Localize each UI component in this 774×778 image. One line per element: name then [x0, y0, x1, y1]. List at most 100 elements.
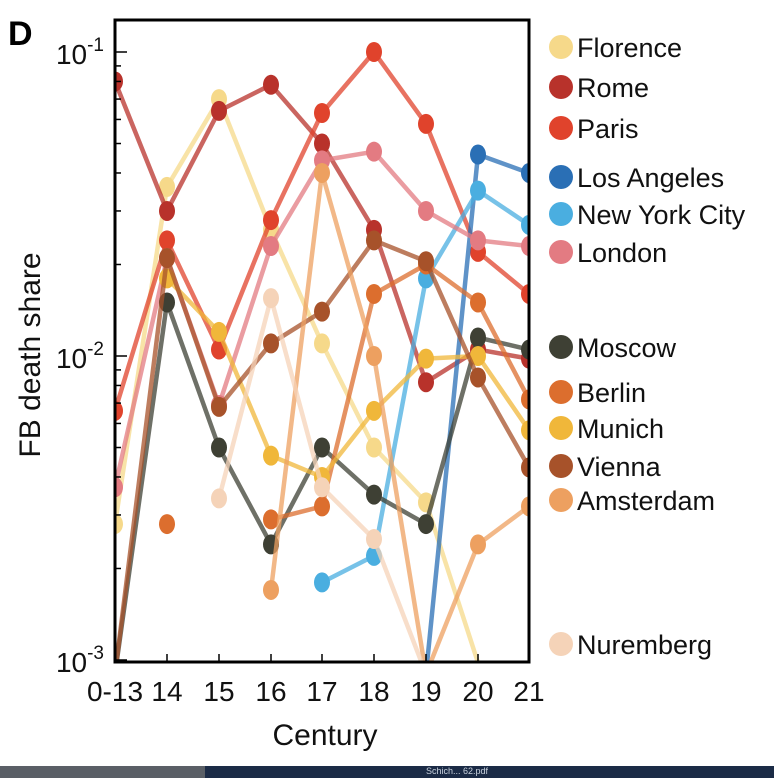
data-point	[366, 400, 382, 421]
data-point	[521, 420, 529, 441]
taskbar: Schich... 62.pdf	[0, 766, 774, 778]
legend-marker	[549, 240, 573, 264]
legend-item: Los Angeles	[549, 163, 724, 193]
data-point	[521, 236, 529, 257]
legend-item: Nuremberg	[549, 630, 712, 660]
x-tick-label: 18	[358, 676, 389, 707]
data-point	[263, 579, 279, 600]
data-point	[366, 230, 382, 251]
data-point	[470, 534, 486, 555]
data-point	[159, 514, 175, 535]
data-point	[314, 333, 330, 354]
legend: Florence Rome Paris Los Angeles New York Cit…	[549, 33, 746, 660]
data-point	[418, 251, 434, 272]
data-point	[418, 348, 434, 369]
x-tick-label: 15	[203, 676, 234, 707]
series-moscow	[115, 292, 529, 662]
y-axis-label: FB death share	[14, 252, 47, 457]
data-point	[115, 477, 123, 498]
legend-marker	[549, 202, 573, 226]
legend-item: New York City	[549, 200, 746, 230]
series-line	[115, 96, 481, 662]
data-point	[314, 133, 330, 154]
data-point	[263, 333, 279, 354]
legend-label: Munich	[577, 414, 664, 444]
data-point	[263, 509, 279, 530]
data-point	[521, 389, 529, 410]
data-point	[418, 514, 434, 535]
data-point	[521, 283, 529, 304]
legend-item: Munich	[549, 414, 664, 444]
series-new-york-city	[314, 180, 529, 593]
data-point	[211, 437, 227, 458]
series-los-angeles	[424, 144, 529, 662]
data-point	[470, 230, 486, 251]
data-point	[366, 141, 382, 162]
data-point	[418, 372, 434, 393]
data-point	[314, 103, 330, 124]
data-point	[159, 176, 175, 197]
series-line	[268, 170, 529, 662]
data-point	[521, 457, 529, 478]
data-point	[366, 283, 382, 304]
data-point	[115, 514, 123, 535]
y-tick-label: 10-3	[56, 643, 104, 678]
data-point	[470, 367, 486, 388]
data-point	[159, 230, 175, 251]
y-axis: 10-1 10-2 10-3	[56, 35, 127, 678]
legend-label: London	[577, 238, 667, 268]
taskbar-left-panel	[0, 766, 205, 778]
legend-item: Paris	[549, 114, 639, 144]
legend-marker	[549, 416, 573, 440]
data-point	[263, 210, 279, 231]
data-point	[211, 488, 227, 509]
legend-label: Vienna	[577, 452, 662, 482]
panel-label: D	[8, 15, 33, 53]
data-point	[521, 214, 529, 235]
data-point	[521, 162, 529, 183]
x-tick-label: 16	[255, 676, 286, 707]
legend-marker	[549, 165, 573, 189]
data-point	[470, 292, 486, 313]
legend-item: Amsterdam	[549, 486, 715, 516]
legend-item: London	[549, 238, 667, 268]
data-point	[366, 437, 382, 458]
y-tick-label: 10-2	[56, 339, 104, 374]
data-point	[418, 113, 434, 134]
x-tick-label: 17	[306, 676, 337, 707]
legend-item: Rome	[549, 73, 649, 103]
data-point	[470, 144, 486, 165]
x-tick-label: 20	[462, 676, 493, 707]
legend-marker	[549, 454, 573, 478]
legend-item: Vienna	[549, 452, 662, 482]
data-point	[263, 74, 279, 95]
data-point	[314, 162, 330, 183]
data-point	[314, 572, 330, 593]
data-point	[314, 437, 330, 458]
data-point	[314, 496, 330, 517]
data-point	[470, 180, 486, 201]
plot-area	[115, 42, 529, 662]
data-point	[314, 477, 330, 498]
taskbar-window-title[interactable]: Schich... 62.pdf	[426, 766, 489, 776]
data-point	[263, 236, 279, 257]
data-point	[115, 400, 123, 421]
x-tick-label: 19	[410, 676, 441, 707]
legend-label: New York City	[577, 200, 746, 230]
series-vienna	[115, 230, 529, 662]
legend-marker	[549, 335, 573, 359]
data-point	[366, 42, 382, 62]
data-point	[366, 529, 382, 550]
data-point	[159, 248, 175, 269]
legend-marker	[549, 488, 573, 512]
legend-label: Los Angeles	[577, 163, 724, 193]
legend-label: Rome	[577, 73, 649, 103]
x-axis-label: Century	[272, 719, 377, 752]
data-point	[470, 327, 486, 348]
legend-marker	[549, 116, 573, 140]
data-point	[470, 346, 486, 366]
series-nuremberg	[211, 288, 424, 662]
legend-marker	[549, 380, 573, 404]
legend-label: Nuremberg	[577, 630, 712, 660]
